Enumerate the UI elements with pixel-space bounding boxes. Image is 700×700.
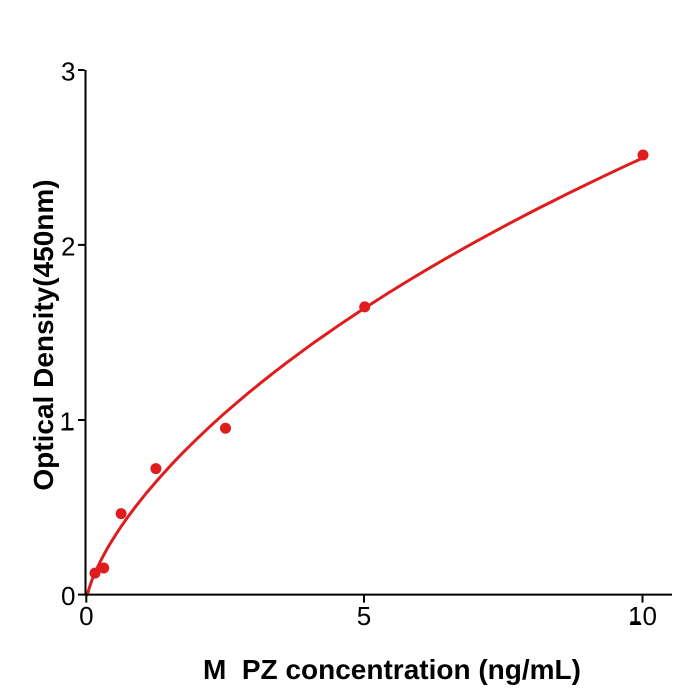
svg-text:2: 2	[61, 231, 75, 261]
svg-text:10: 10	[628, 601, 657, 631]
svg-text:3: 3	[61, 56, 75, 86]
svg-text:0: 0	[79, 601, 93, 631]
svg-text:5: 5	[357, 601, 371, 631]
svg-text:0: 0	[61, 581, 75, 611]
svg-text:Optical Density(450nm): Optical Density(450nm)	[28, 179, 59, 490]
svg-text:1: 1	[60, 406, 74, 436]
svg-text:M PZ concentration (ng/mL): M PZ concentration (ng/mL)	[203, 654, 581, 685]
